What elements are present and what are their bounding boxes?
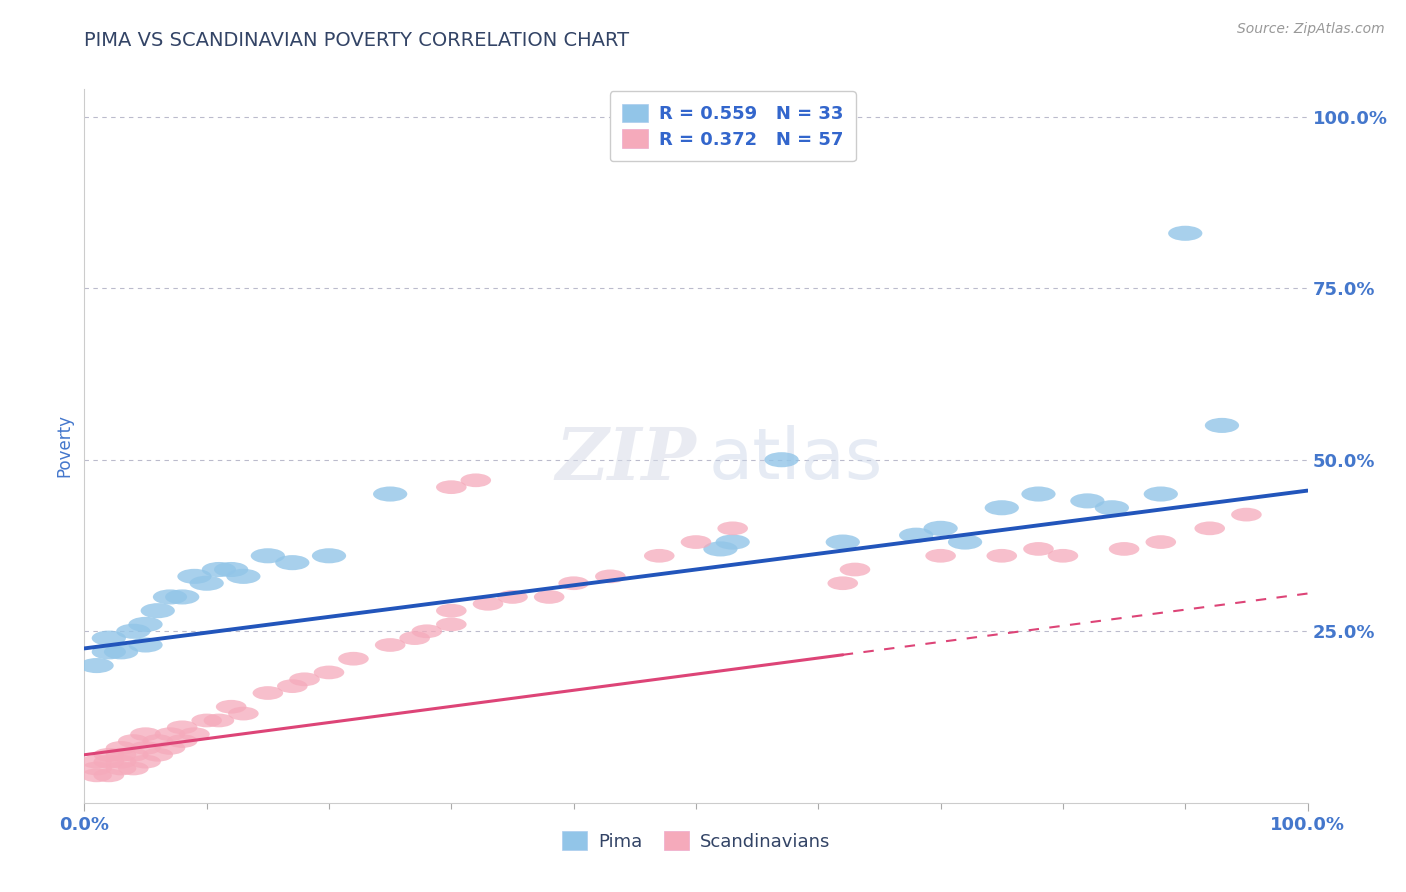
Ellipse shape <box>924 521 957 536</box>
Ellipse shape <box>314 665 344 680</box>
Ellipse shape <box>375 638 405 652</box>
Ellipse shape <box>436 480 467 494</box>
Ellipse shape <box>1070 493 1105 508</box>
Ellipse shape <box>128 638 163 653</box>
Ellipse shape <box>82 762 112 775</box>
Ellipse shape <box>190 575 224 591</box>
Ellipse shape <box>105 755 136 769</box>
Ellipse shape <box>412 624 441 638</box>
Ellipse shape <box>399 632 430 645</box>
Ellipse shape <box>105 762 136 775</box>
Ellipse shape <box>91 631 127 646</box>
Text: PIMA VS SCANDINAVIAN POVERTY CORRELATION CHART: PIMA VS SCANDINAVIAN POVERTY CORRELATION… <box>84 31 630 50</box>
Ellipse shape <box>1095 500 1129 516</box>
Ellipse shape <box>131 741 160 755</box>
Ellipse shape <box>1024 542 1053 556</box>
Ellipse shape <box>226 569 260 584</box>
Ellipse shape <box>1109 542 1139 556</box>
Ellipse shape <box>104 644 138 659</box>
Ellipse shape <box>1021 486 1056 501</box>
Ellipse shape <box>228 706 259 721</box>
Ellipse shape <box>142 734 173 747</box>
Ellipse shape <box>141 603 174 618</box>
Ellipse shape <box>214 562 249 577</box>
Ellipse shape <box>987 549 1017 563</box>
Ellipse shape <box>80 658 114 673</box>
Ellipse shape <box>595 569 626 583</box>
Ellipse shape <box>118 734 149 747</box>
Ellipse shape <box>898 528 934 542</box>
Ellipse shape <box>839 563 870 576</box>
Y-axis label: Poverty: Poverty <box>55 415 73 477</box>
Legend: Pima, Scandinavians: Pima, Scandinavians <box>554 824 838 858</box>
Ellipse shape <box>925 549 956 563</box>
Ellipse shape <box>681 535 711 549</box>
Ellipse shape <box>716 534 749 549</box>
Ellipse shape <box>828 576 858 591</box>
Text: ZIP: ZIP <box>555 425 696 495</box>
Ellipse shape <box>436 617 467 632</box>
Ellipse shape <box>82 755 112 769</box>
Ellipse shape <box>436 604 467 617</box>
Ellipse shape <box>644 549 675 563</box>
Ellipse shape <box>179 727 209 741</box>
Ellipse shape <box>167 734 197 747</box>
Ellipse shape <box>94 747 124 762</box>
Ellipse shape <box>534 591 564 604</box>
Ellipse shape <box>948 534 983 549</box>
Text: atlas: atlas <box>709 425 883 494</box>
Ellipse shape <box>703 541 738 557</box>
Ellipse shape <box>472 597 503 611</box>
Ellipse shape <box>191 714 222 727</box>
Ellipse shape <box>91 644 127 659</box>
Ellipse shape <box>142 747 173 762</box>
Ellipse shape <box>277 680 308 693</box>
Ellipse shape <box>1195 522 1225 535</box>
Ellipse shape <box>1232 508 1261 522</box>
Ellipse shape <box>105 741 136 755</box>
Ellipse shape <box>825 534 860 549</box>
Ellipse shape <box>461 474 491 487</box>
Ellipse shape <box>498 591 527 604</box>
Ellipse shape <box>105 747 136 762</box>
Ellipse shape <box>155 741 186 755</box>
Ellipse shape <box>155 727 186 741</box>
Ellipse shape <box>94 769 124 782</box>
Ellipse shape <box>167 721 197 734</box>
Ellipse shape <box>1047 549 1078 563</box>
Ellipse shape <box>312 549 346 564</box>
Ellipse shape <box>1168 226 1202 241</box>
Ellipse shape <box>202 562 236 577</box>
Ellipse shape <box>276 555 309 570</box>
Ellipse shape <box>250 549 285 564</box>
Ellipse shape <box>984 500 1019 516</box>
Ellipse shape <box>177 569 211 584</box>
Ellipse shape <box>153 590 187 605</box>
Ellipse shape <box>131 727 160 741</box>
Ellipse shape <box>82 769 112 782</box>
Ellipse shape <box>1205 417 1239 433</box>
Ellipse shape <box>558 576 589 591</box>
Ellipse shape <box>1146 535 1175 549</box>
Ellipse shape <box>118 747 149 762</box>
Ellipse shape <box>204 714 235 727</box>
Ellipse shape <box>717 522 748 535</box>
Ellipse shape <box>253 686 283 700</box>
Ellipse shape <box>1143 486 1178 501</box>
Ellipse shape <box>118 762 149 775</box>
Ellipse shape <box>765 452 799 467</box>
Ellipse shape <box>131 755 160 769</box>
Ellipse shape <box>117 624 150 639</box>
Ellipse shape <box>128 617 163 632</box>
Ellipse shape <box>217 700 246 714</box>
Ellipse shape <box>290 673 319 686</box>
Ellipse shape <box>339 652 368 665</box>
Ellipse shape <box>373 486 408 501</box>
Ellipse shape <box>165 590 200 605</box>
Text: Source: ZipAtlas.com: Source: ZipAtlas.com <box>1237 22 1385 37</box>
Ellipse shape <box>94 755 124 769</box>
